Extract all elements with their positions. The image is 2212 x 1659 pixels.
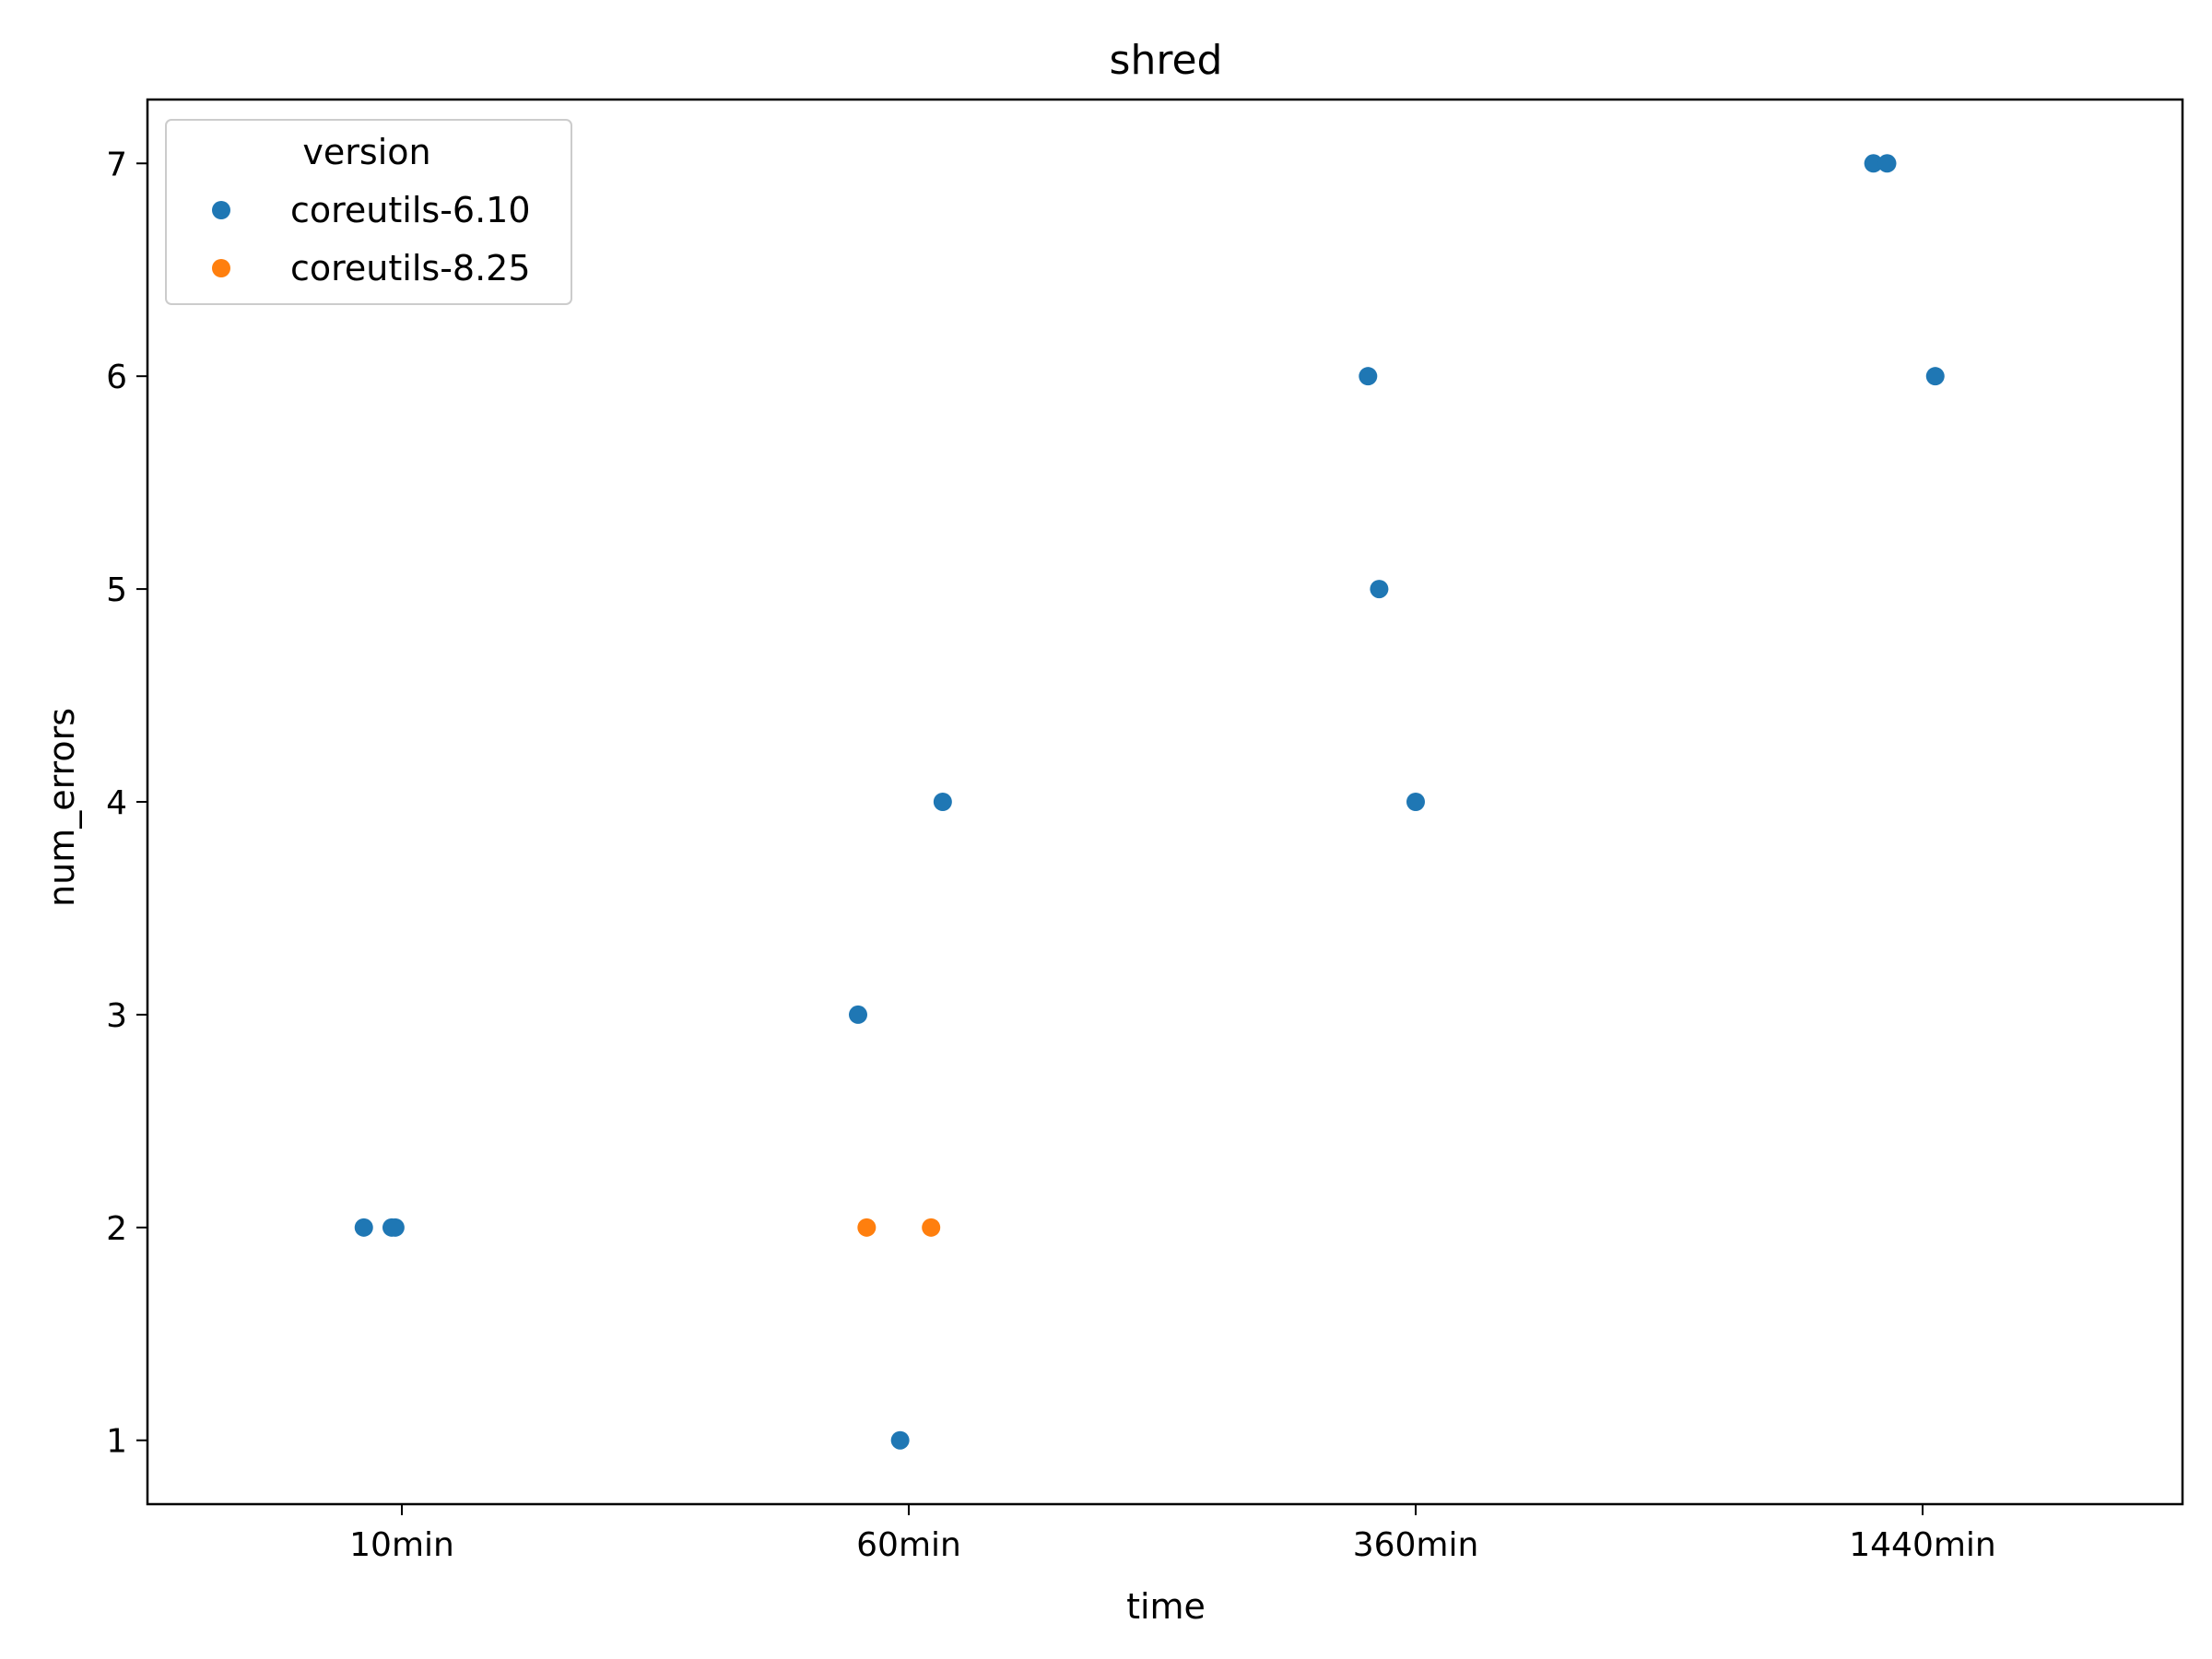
legend-box bbox=[165, 119, 572, 305]
data-point-series-0 bbox=[933, 793, 952, 811]
y-tick-label: 7 bbox=[106, 146, 127, 183]
legend-label-series-0: coreutils-6.10 bbox=[290, 190, 531, 230]
data-point-series-1 bbox=[922, 1218, 941, 1237]
legend-marker-series-1 bbox=[212, 259, 230, 277]
points-group bbox=[354, 154, 1945, 1450]
y-axis-label: num_errors bbox=[41, 708, 82, 907]
y-tick-label: 5 bbox=[106, 571, 127, 609]
data-point-series-0 bbox=[1877, 154, 1897, 173]
data-point-series-1 bbox=[857, 1218, 877, 1237]
legend-marker-series-0 bbox=[212, 201, 230, 219]
data-point-series-0 bbox=[1925, 367, 1945, 386]
data-point-series-0 bbox=[849, 1005, 867, 1024]
axes-group: 10min 60min 360min 1440min 1 2 3 4 5 6 7 bbox=[106, 98, 2184, 1564]
x-tick-label: 10min bbox=[349, 1526, 454, 1564]
x-tick-label: 1440min bbox=[1849, 1526, 1996, 1564]
legend-label-series-1: coreutils-8.25 bbox=[290, 248, 531, 288]
y-tick-label: 1 bbox=[106, 1423, 127, 1461]
chart-title: shred bbox=[1110, 37, 1223, 84]
x-tick-label: 360min bbox=[1353, 1526, 1479, 1564]
data-point-series-0 bbox=[890, 1430, 910, 1450]
y-tick-label: 6 bbox=[106, 359, 127, 396]
data-point-series-0 bbox=[385, 1218, 405, 1237]
data-point-series-0 bbox=[1864, 154, 1883, 173]
x-axis-label: time bbox=[1126, 1586, 1206, 1627]
y-tick-label: 3 bbox=[106, 997, 127, 1035]
data-point-series-0 bbox=[1370, 580, 1389, 599]
data-point-series-0 bbox=[1359, 367, 1378, 386]
legend: version coreutils-6.10 coreutils-8.25 bbox=[165, 119, 572, 305]
legend-title: version bbox=[302, 132, 430, 172]
x-tick-label: 60min bbox=[856, 1526, 961, 1564]
data-point-series-0 bbox=[354, 1218, 373, 1237]
y-tick-label: 4 bbox=[106, 784, 127, 822]
y-tick-label: 2 bbox=[106, 1210, 127, 1248]
data-point-series-0 bbox=[1406, 793, 1425, 811]
